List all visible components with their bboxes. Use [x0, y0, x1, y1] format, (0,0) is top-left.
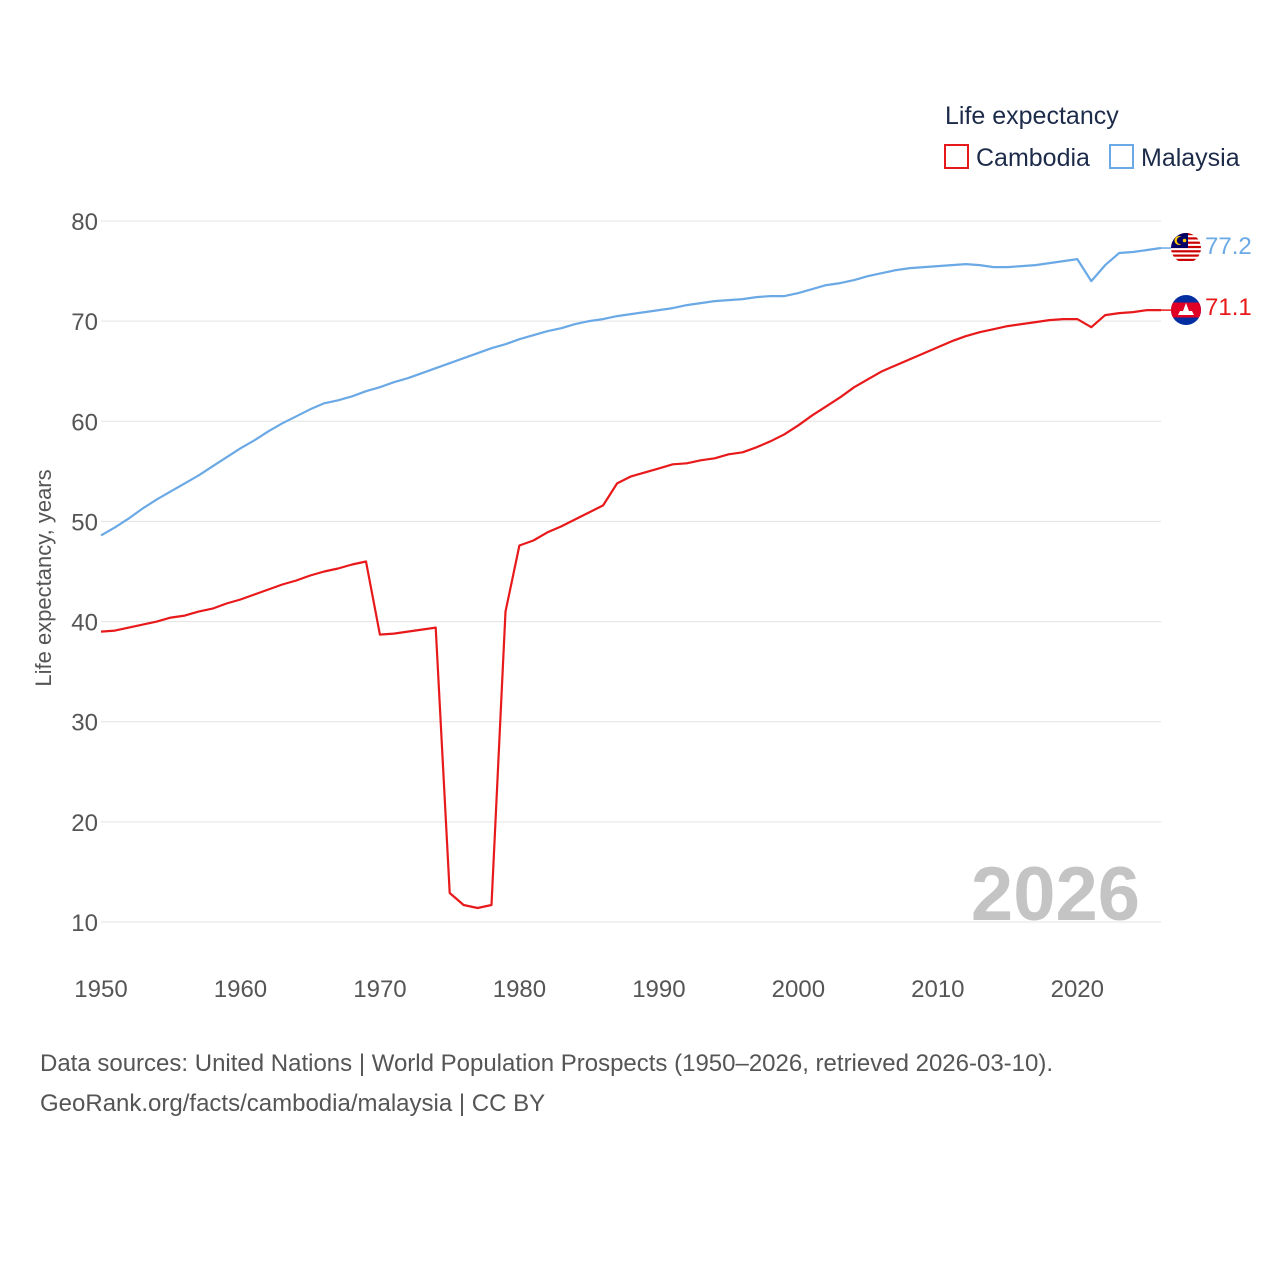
y-axis-title: Life expectancy, years: [31, 469, 56, 686]
legend-item-cambodia[interactable]: Cambodia: [944, 144, 1090, 172]
gridlines: [101, 220, 1161, 923]
x-tick-label: 2010: [911, 976, 964, 1003]
y-tick-label: 30: [71, 710, 98, 737]
cambodia-flag-icon: [1171, 295, 1201, 325]
series-line-cambodia[interactable]: [100, 309, 1161, 910]
legend-swatch-malaysia: [1109, 144, 1134, 169]
x-tick-label: 1950: [74, 976, 127, 1003]
end-label-cambodia: 71.1: [1205, 294, 1252, 321]
y-tick-label: 10: [71, 910, 98, 937]
series-line-malaysia[interactable]: [100, 246, 1162, 537]
y-tick-label: 40: [71, 610, 98, 637]
x-tick-label: 2000: [772, 976, 825, 1003]
credit-text: GeoRank.org/facts/cambodia/malaysia | CC…: [40, 1090, 546, 1117]
data-sources-text: Data sources: United Nations | World Pop…: [40, 1050, 1054, 1077]
legend-item-malaysia[interactable]: Malaysia: [1109, 144, 1240, 172]
x-axis-ticks: 1950 1960 1970 1980 1990 2000 2010 2020: [74, 976, 1104, 1003]
legend-label-malaysia: Malaysia: [1141, 144, 1240, 172]
legend: Life expectancy Cambodia Malaysia: [944, 102, 1240, 172]
end-label-malaysia: 77.2: [1205, 233, 1252, 260]
y-tick-label: 70: [71, 309, 98, 336]
x-tick-label: 1980: [493, 976, 546, 1003]
y-tick-label: 20: [71, 810, 98, 837]
x-tick-label: 1970: [353, 976, 406, 1003]
x-tick-label: 2020: [1051, 976, 1104, 1003]
legend-label-cambodia: Cambodia: [976, 144, 1090, 172]
y-tick-label: 60: [71, 409, 98, 436]
legend-title: Life expectancy: [945, 102, 1119, 130]
series-lines: [100, 246, 1172, 910]
malaysia-flag-icon: [1171, 233, 1201, 263]
y-tick-label: 80: [71, 209, 98, 236]
y-axis-ticks: 10 20 30 40 50 60 70 80: [71, 209, 98, 937]
x-tick-label: 1990: [632, 976, 685, 1003]
y-tick-label: 50: [71, 509, 98, 536]
legend-swatch-cambodia: [944, 144, 969, 169]
x-tick-label: 1960: [214, 976, 267, 1003]
year-watermark: 2026: [971, 852, 1140, 937]
footer: Data sources: United Nations | World Pop…: [40, 1044, 1053, 1124]
